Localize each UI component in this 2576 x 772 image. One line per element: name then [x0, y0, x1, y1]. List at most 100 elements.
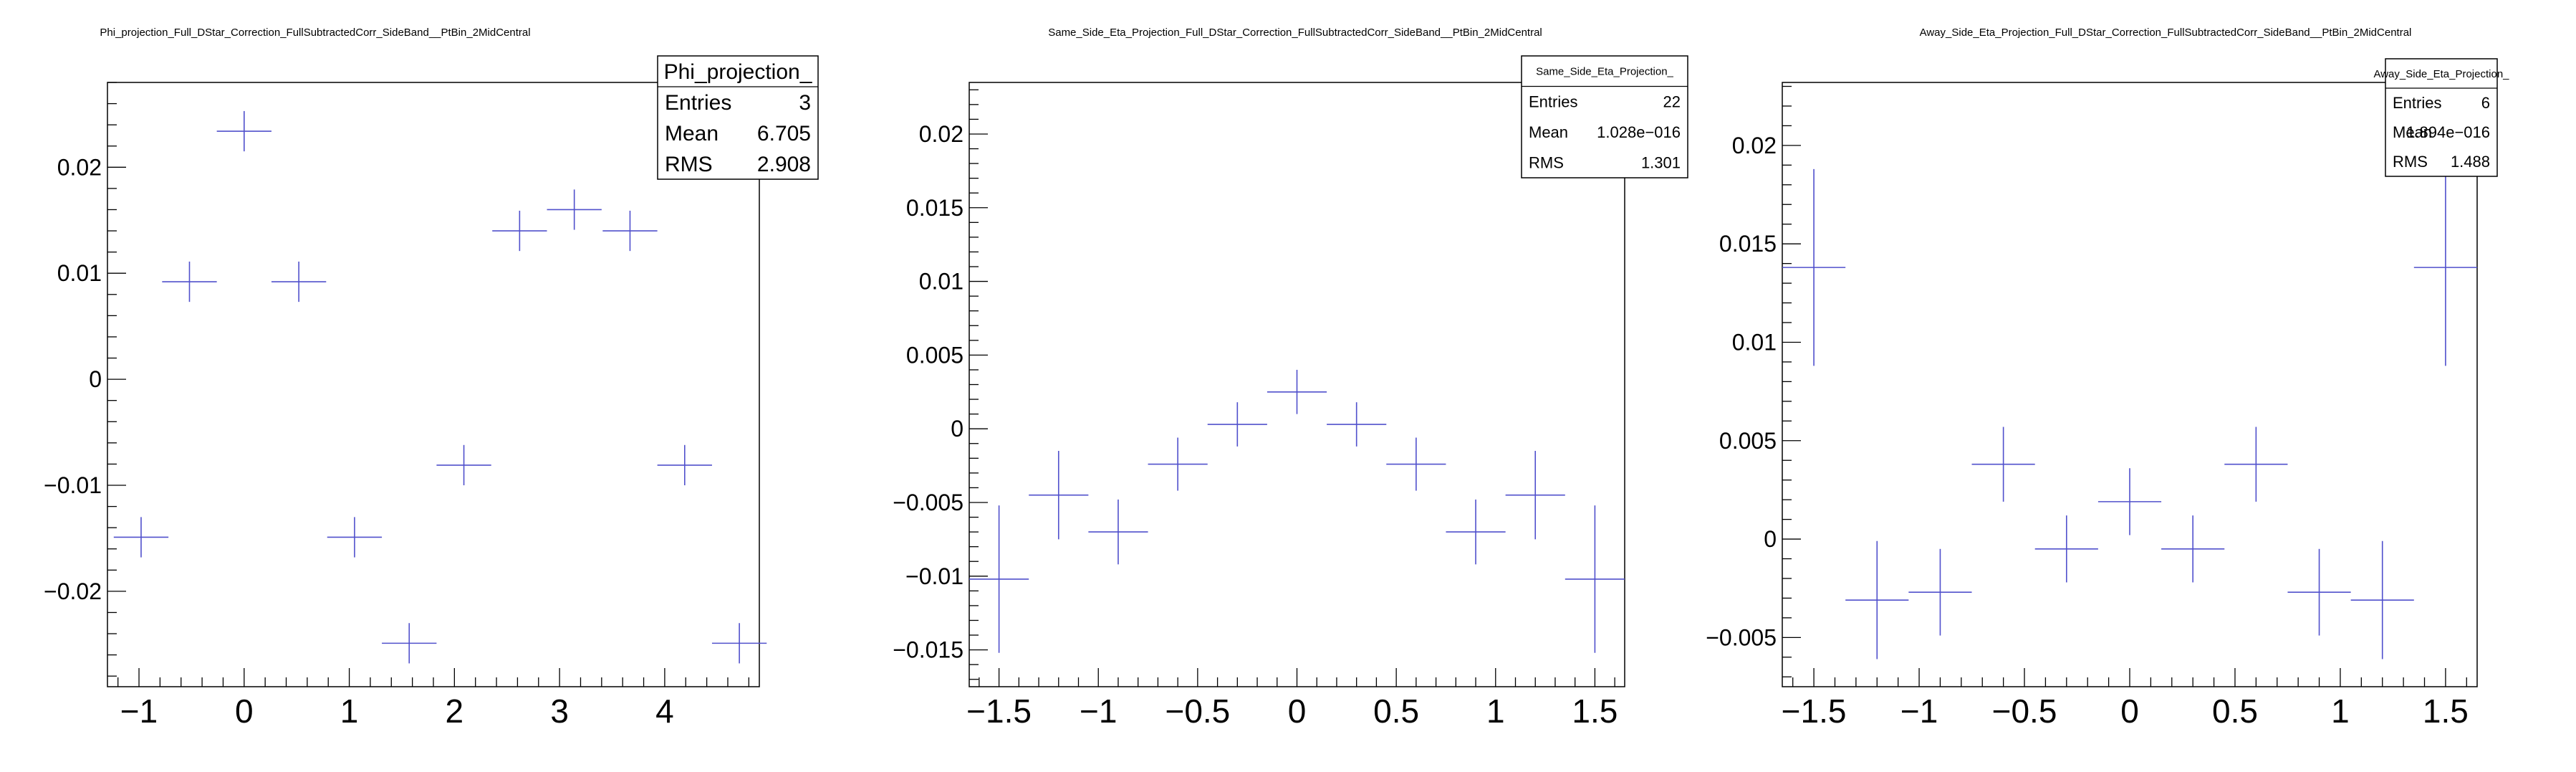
- x-tick-label: −0.5: [1992, 692, 2057, 730]
- stats-label: RMS: [665, 153, 713, 176]
- stats-value: 1.894e−016: [2406, 123, 2490, 141]
- y-tick-label: 0.01: [919, 269, 963, 295]
- stats-name: Away_Side_Eta_Projection_: [2373, 68, 2509, 80]
- stats-frame: [2385, 58, 2498, 177]
- x-tick-label: 0: [2120, 692, 2139, 730]
- stats-value: 3: [799, 91, 811, 115]
- data-point: [327, 517, 383, 558]
- data-point: [2350, 540, 2414, 659]
- x-tick-label: 0: [1288, 692, 1307, 730]
- stats-value: 1.488: [2451, 153, 2490, 171]
- x-tick-label: 2: [446, 692, 464, 730]
- stats-frame: [1521, 55, 1688, 178]
- stats-name: Same_Side_Eta_Projection_: [1536, 66, 1673, 78]
- x-tick-label: −1.5: [966, 692, 1032, 730]
- plot-panel: −1.5 −1 −0.5 0 0.5 1 1.5 −0.015 −0.01 −0.005 0 0.00…: [893, 82, 1625, 730]
- y-tick-label: 0: [1764, 526, 1777, 552]
- data-point: [1029, 451, 1089, 540]
- y-tick-label: 0.005: [1719, 428, 1777, 454]
- y-tick-label: −0.01: [44, 472, 102, 498]
- stats-value: 1.301: [1641, 153, 1681, 171]
- y-tick-label: 0: [89, 366, 102, 392]
- x-tick-label: −0.5: [1165, 692, 1230, 730]
- data-point: [2161, 515, 2225, 583]
- stats-value: 1.028e−016: [1597, 123, 1681, 141]
- data-point: [1267, 369, 1327, 414]
- x-tick-label: −1: [1900, 692, 1938, 730]
- y-tick-label: 0.015: [906, 195, 963, 221]
- plot-frame: [1782, 82, 2478, 687]
- y-tick-label: −0.005: [893, 490, 963, 515]
- stats-label: Mean: [1529, 123, 1568, 141]
- data-point: [1971, 426, 2035, 502]
- data-point: [969, 505, 1029, 653]
- data-point: [657, 444, 712, 485]
- y-tick-label: −0.005: [1706, 624, 1777, 650]
- plot-title: Away_Side_Eta_Projection_Full_DStar_Corr…: [1920, 27, 2412, 39]
- x-tick-label: 0: [235, 692, 254, 730]
- x-tick-label: −1.5: [1782, 692, 1847, 730]
- stats-label: Entries: [1529, 92, 1577, 110]
- stats-label: Entries: [2393, 94, 2441, 112]
- data-point: [602, 210, 658, 252]
- data-point: [1845, 540, 1909, 659]
- stats-box: Same_Side_Eta_Projection_ Entries 22 Mean 1.…: [1521, 55, 1688, 178]
- data-point: [1327, 402, 1387, 447]
- stats-frame: [657, 55, 819, 180]
- data-point: [1782, 168, 1846, 366]
- stats-label: RMS: [1529, 153, 1564, 171]
- x-tick-label: 0.5: [2212, 692, 2258, 730]
- data-point: [1088, 499, 1148, 565]
- data-point: [113, 517, 169, 558]
- data-point: [711, 623, 767, 664]
- y-tick-label: 0: [951, 416, 963, 442]
- x-tick-label: 1.5: [1572, 692, 1618, 730]
- data-point: [1908, 548, 1972, 636]
- stats-box: Phi_projection_ Entries 3 Mean 6.705 RMS 2.908: [657, 55, 819, 180]
- data-point: [2097, 468, 2162, 535]
- stats-value: 2.908: [757, 153, 811, 176]
- y-tick-label: −0.01: [905, 563, 963, 589]
- stats-label: Mean: [2393, 123, 2432, 141]
- data-point: [162, 261, 217, 302]
- y-tick-label: −0.02: [44, 578, 102, 604]
- data-point: [547, 189, 602, 230]
- y-tick-label: 0.01: [1732, 329, 1777, 355]
- stats-label: Entries: [665, 91, 731, 115]
- data-point: [1505, 451, 1565, 540]
- x-tick-label: −1: [1080, 692, 1117, 730]
- y-tick-label: 0.02: [1732, 133, 1777, 158]
- x-tick-label: 1.5: [2423, 692, 2469, 730]
- data-point: [2287, 548, 2351, 636]
- y-tick-label: 0.005: [906, 342, 963, 368]
- data-point: [2413, 168, 2477, 366]
- stats-box: Away_Side_Eta_Projection_ Entries 6 Mean1.8…: [2373, 58, 2509, 177]
- data-point: [1565, 505, 1625, 653]
- data-point: [2034, 515, 2098, 583]
- x-tick-label: 1: [1486, 692, 1505, 730]
- stats-label: RMS: [2393, 153, 2428, 171]
- stats-value: 22: [1663, 92, 1681, 110]
- data-point: [1207, 402, 1267, 447]
- x-tick-label: 3: [550, 692, 569, 730]
- y-tick-label: 0.01: [57, 260, 102, 286]
- y-tick-label: −0.015: [893, 637, 963, 663]
- x-tick-label: 1: [340, 692, 359, 730]
- plot-title: Same_Side_Eta_Projection_Full_DStar_Corr…: [1048, 27, 1542, 39]
- data-point: [436, 444, 491, 485]
- x-tick-label: −1: [120, 692, 158, 730]
- stats-value: 6: [2481, 94, 2490, 112]
- stats-value: 6.705: [757, 122, 811, 146]
- data-point: [1446, 499, 1506, 565]
- data-point: [382, 623, 437, 664]
- stats-label: Mean: [665, 122, 719, 146]
- plot-title: Phi_projection_Full_DStar_Correction_Ful…: [100, 27, 530, 39]
- y-tick-label: 0.02: [919, 121, 963, 147]
- x-tick-label: 1: [2331, 692, 2350, 730]
- data-point: [2224, 426, 2288, 502]
- data-point: [1148, 437, 1208, 491]
- x-tick-label: 4: [655, 692, 674, 730]
- plot-panel: −1 0 1 2 3 4 −0.02 −0.01 0 0.01 0.02: [44, 82, 767, 730]
- data-point: [271, 261, 327, 302]
